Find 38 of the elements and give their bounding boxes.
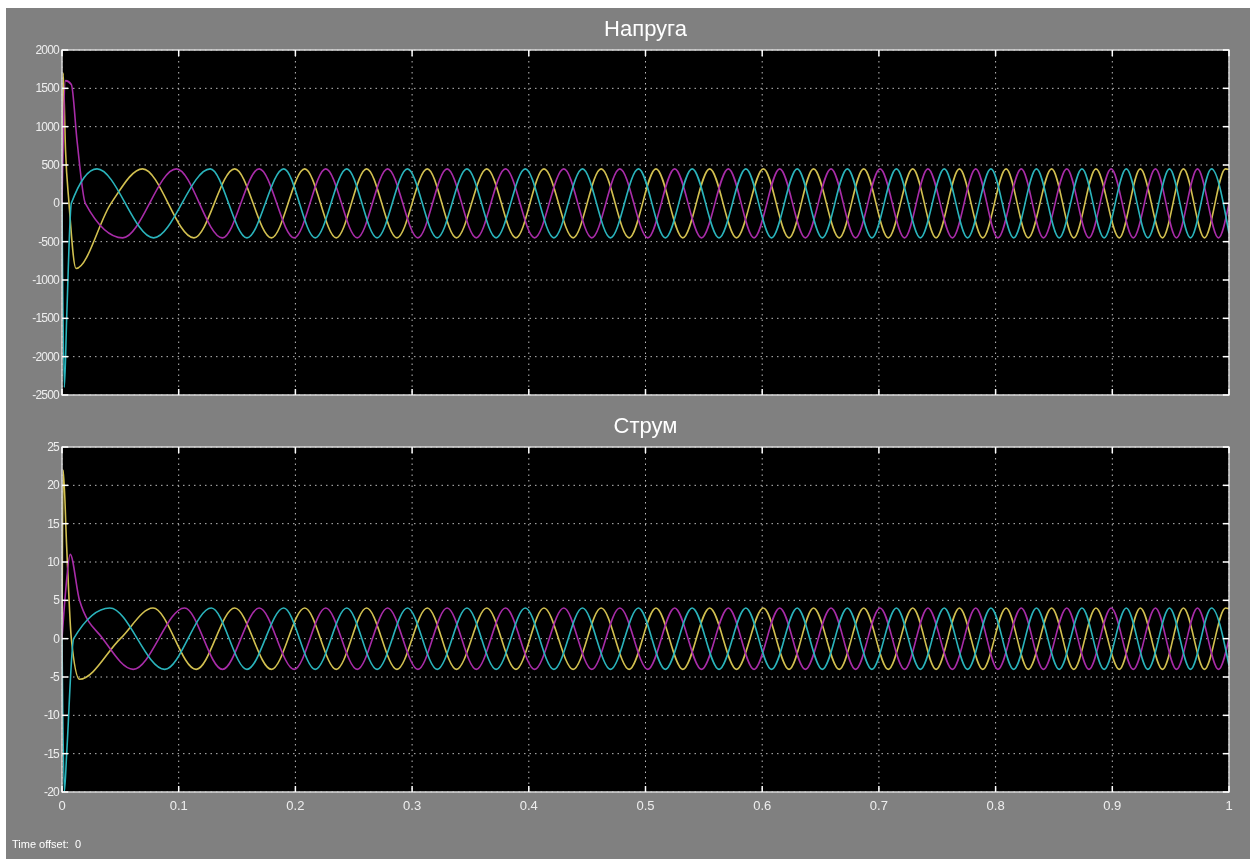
y-tick-label: -2000: [32, 349, 61, 364]
line-series: [62, 72, 1229, 270]
y-tick-label: 25: [47, 440, 61, 454]
y-tick-label: 500: [41, 158, 61, 172]
x-tick-label: 0.3: [403, 798, 422, 813]
y-tick-label: -15: [44, 746, 61, 761]
y-tick-label: -1500: [32, 311, 61, 326]
y-tick-label: 0: [53, 631, 61, 646]
x-tick-label: 0.2: [286, 798, 305, 813]
y-tick-label: -2500: [32, 388, 61, 402]
y-tick-label: -500: [38, 234, 61, 249]
y-tick-label: -20: [44, 785, 61, 799]
y-tick-label: -5: [49, 670, 61, 684]
x-tick-label: 0.8: [986, 798, 1005, 813]
chart-title: Струм: [613, 413, 678, 438]
line-series: [62, 469, 1229, 681]
y-tick-label: 5: [53, 593, 61, 608]
y-tick-label: 1500: [35, 81, 61, 96]
x-tick-label: 0.1: [169, 798, 188, 813]
y-tick-label: 2000: [35, 43, 61, 57]
x-tick-label: 0.7: [869, 798, 888, 813]
x-tick-label: 0.9: [1103, 798, 1122, 813]
text: Time offset: 0: [12, 838, 82, 850]
y-tick-label: -1000: [32, 273, 61, 287]
x-tick-label: 0.4: [519, 798, 538, 813]
line-series: [62, 553, 1229, 671]
y-tick-label: 0: [53, 196, 61, 211]
y-tick-label: -10: [44, 708, 61, 723]
y-tick-label: 10: [47, 555, 61, 569]
line-series: [62, 168, 1229, 389]
chart-title: Напруга: [604, 16, 688, 41]
y-tick-label: 20: [47, 478, 61, 493]
line-series: [62, 79, 1229, 239]
y-tick-label: 1000: [35, 119, 61, 134]
y-tick-label: 15: [47, 516, 61, 531]
x-tick-label: 1: [1225, 798, 1233, 813]
x-tick-label: 0.6: [753, 798, 772, 813]
x-tick-label: 0.5: [636, 798, 655, 813]
